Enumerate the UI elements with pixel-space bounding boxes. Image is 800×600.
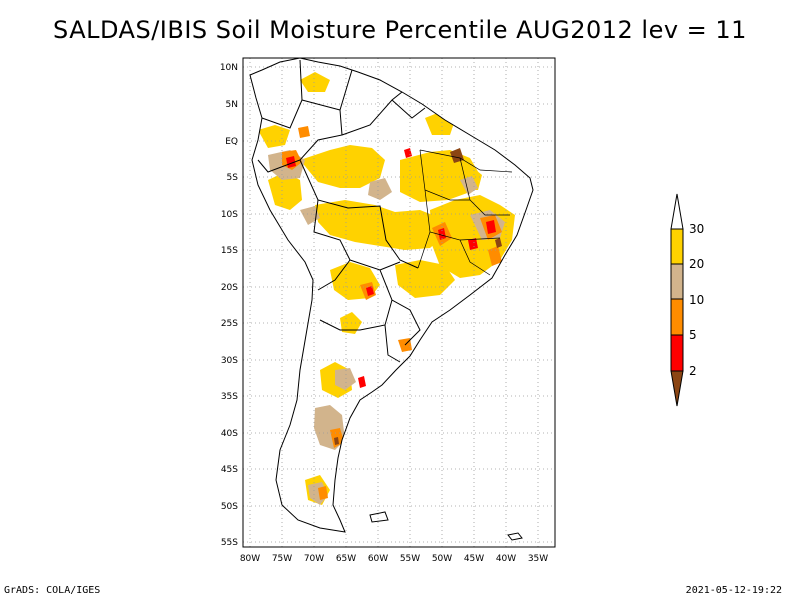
brazil-state-borders	[417, 149, 513, 276]
lon-tick-labels: 80W 75W 70W 65W 60W 55W 50W 45W 40W 35W	[240, 554, 548, 564]
lon-tick: 75W	[272, 554, 292, 564]
lon-tick: 70W	[304, 554, 324, 564]
colorbar-bin-above-30	[670, 193, 684, 230]
lat-tick-labels: 10N 5N EQ 5S 10S 15S 20S 25S 30S 35S 40S…	[220, 63, 238, 548]
colorbar-bin-below-2	[670, 370, 684, 407]
colorbar-bin-20-30	[670, 228, 684, 265]
colorbar-bin-5-10	[670, 298, 684, 336]
lat-tick: 25S	[221, 319, 238, 329]
colorbar-label: 30	[689, 222, 704, 236]
graticule	[243, 58, 555, 547]
lat-tick: 5N	[226, 100, 238, 110]
colorbar-label: 2	[689, 364, 697, 378]
map-title: SALDAS/IBIS Soil Moisture Percentile AUG…	[53, 16, 747, 44]
lon-tick: 55W	[400, 554, 420, 564]
lat-tick: 40S	[221, 429, 238, 439]
lon-tick: 35W	[528, 554, 548, 564]
country-borders	[257, 59, 426, 363]
island-tierra-del-fuego	[369, 511, 389, 523]
colorbar-legend	[670, 193, 684, 407]
footer-timestamp: 2021-05-12-19:22	[685, 585, 782, 596]
shaded-data-layer	[258, 72, 515, 505]
coastlines-and-borders	[249, 57, 534, 541]
lon-tick: 40W	[496, 554, 516, 564]
lon-tick: 65W	[336, 554, 356, 564]
lat-tick: 5S	[227, 173, 239, 183]
colorbar-label: 5	[689, 328, 697, 342]
colorbar-bin-10-20	[670, 263, 684, 300]
shade-20-30	[258, 72, 515, 505]
lat-tick: 45S	[221, 465, 238, 475]
island-falklands	[507, 532, 523, 541]
lon-tick: 50W	[432, 554, 452, 564]
plot-frame	[242, 57, 556, 548]
lon-tick: 80W	[240, 554, 260, 564]
shade-2-5	[286, 148, 496, 388]
lat-tick: 10S	[221, 210, 238, 220]
lon-tick: 60W	[368, 554, 388, 564]
lat-tick: 50S	[221, 502, 238, 512]
lat-tick: 35S	[221, 392, 238, 402]
lat-tick: 55S	[221, 538, 238, 548]
lon-tick: 45W	[464, 554, 484, 564]
lat-tick: 20S	[221, 283, 238, 293]
lat-tick: 30S	[221, 356, 238, 366]
colorbar-labels: 30 20 10 5 2	[689, 222, 704, 378]
colorbar-label: 10	[689, 293, 704, 307]
colorbar-label: 20	[689, 257, 704, 271]
continent-coastline	[249, 57, 534, 533]
colorbar-bin-2-5	[670, 334, 684, 372]
lat-tick: 15S	[221, 246, 238, 256]
lat-tick: EQ	[225, 137, 238, 147]
lat-tick: 10N	[220, 63, 238, 73]
footer-credit: GrADS: COLA/IGES	[4, 585, 101, 596]
